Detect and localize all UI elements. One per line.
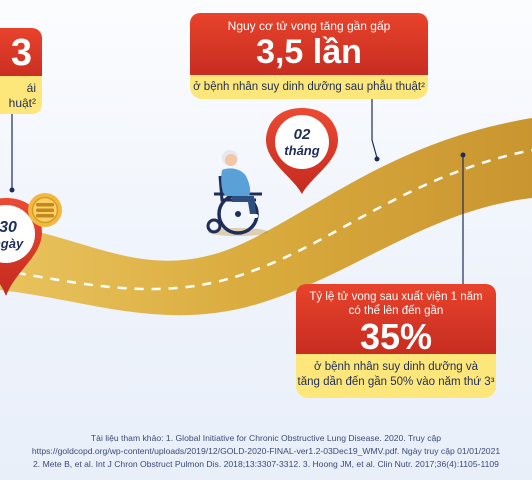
stat-card-right-line1: Tỷ lệ tử vong sau xuất viện 1 năm: [309, 291, 483, 303]
references: Tài liệu tham khảo: 1. Global Initiative…: [0, 432, 532, 471]
stat-card-top-value: 3,5 lần: [256, 33, 362, 71]
stat-card-left-note-line1: ái: [26, 81, 36, 95]
stat-card-right-value: 35%: [359, 316, 433, 357]
stat-card-top-note: ở bệnh nhân suy dinh dưỡng sau phẫu thuậ…: [190, 75, 428, 99]
pin-months-label: 02 tháng: [276, 126, 328, 158]
stat-card-left-note-line2: huật²: [8, 96, 36, 110]
stat-card-right-line2: có thể lên đến gần: [348, 305, 444, 317]
location-pin-icon: [266, 108, 338, 194]
stat-card-top-subtitle: Nguy cơ tử vong tăng gần gấp: [227, 19, 391, 33]
pin-days-number: 30: [0, 219, 17, 236]
coins-icon: [28, 193, 62, 227]
reference-line-1: Tài liệu tham khảo: 1. Global Initiative…: [90, 433, 442, 443]
pin-months-number: 02: [293, 126, 311, 143]
road: [0, 118, 532, 316]
wheelchair-patient-icon: [206, 150, 268, 236]
stat-card-right-note: ở bệnh nhân suy dinh dưỡng và tăng dần đ…: [296, 354, 496, 398]
road-dashes: [0, 148, 532, 291]
location-pin-icon: [0, 198, 42, 296]
reference-line-2: https://goldcopd.org/wp-content/uploads/…: [31, 446, 501, 456]
reference-line-3: 2. Mete B, et al. Int J Chron Obstruct P…: [33, 459, 499, 469]
stat-card-left-value: 3: [0, 28, 42, 78]
stat-card-left-note: ái huật²: [0, 76, 42, 114]
pin-days-unit: ngày: [0, 236, 24, 251]
connector-top: [371, 99, 378, 159]
stat-card-right: Tỷ lệ tử vong sau xuất viện 1 năm có thể…: [296, 284, 496, 356]
pin-months-unit: tháng: [284, 143, 320, 158]
pin-days-label: 30 ngày: [0, 219, 32, 251]
stat-card-right-note-line1: ở bệnh nhân suy dinh dưỡng và: [313, 361, 479, 373]
stat-card-top: Nguy cơ tử vong tăng gần gấp 3,5 lần: [190, 13, 428, 77]
stat-card-right-note-line2: tăng dần đến gần 50% vào năm thứ 3³: [297, 376, 495, 388]
